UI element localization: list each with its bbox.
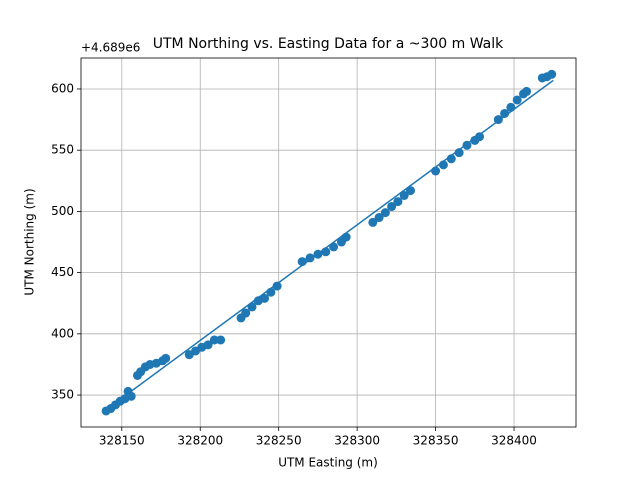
data-point bbox=[399, 190, 409, 200]
x-tick-label: 328300 bbox=[334, 434, 380, 448]
data-point bbox=[374, 213, 384, 223]
data-point bbox=[446, 154, 456, 164]
data-point bbox=[305, 253, 315, 263]
data-point bbox=[506, 102, 516, 112]
data-point bbox=[393, 197, 403, 207]
x-tick-label: 328150 bbox=[99, 434, 145, 448]
data-point bbox=[209, 335, 219, 345]
data-point bbox=[454, 148, 464, 158]
data-point bbox=[216, 335, 226, 345]
data-point bbox=[321, 247, 331, 257]
y-tick-label: 400 bbox=[51, 326, 74, 340]
y-axis-label: UTM Northing (m) bbox=[23, 188, 37, 295]
data-point bbox=[387, 202, 397, 212]
data-point bbox=[341, 232, 351, 242]
x-tick-label: 328200 bbox=[177, 434, 223, 448]
data-point bbox=[329, 242, 339, 252]
x-tick-label: 328250 bbox=[256, 434, 302, 448]
x-tick-label: 328400 bbox=[491, 434, 537, 448]
y-tick-label: 350 bbox=[51, 388, 74, 402]
y-tick-label: 600 bbox=[51, 81, 74, 95]
y-tick-label: 450 bbox=[51, 265, 74, 279]
data-point bbox=[475, 132, 485, 142]
data-point bbox=[297, 257, 307, 267]
data-point bbox=[241, 308, 251, 318]
data-point bbox=[512, 95, 522, 105]
data-point bbox=[380, 208, 390, 218]
data-point bbox=[493, 115, 503, 125]
x-axis-label: UTM Easting (m) bbox=[278, 456, 378, 470]
data-point bbox=[203, 340, 213, 350]
y-offset-text: +4.689e6 bbox=[81, 41, 140, 55]
data-point bbox=[126, 391, 136, 401]
y-tick-label: 500 bbox=[51, 204, 74, 218]
y-tick-label: 550 bbox=[51, 143, 74, 157]
data-point bbox=[247, 302, 257, 312]
data-point bbox=[260, 293, 270, 303]
data-point bbox=[431, 166, 441, 176]
data-point bbox=[272, 281, 282, 291]
plot-frame bbox=[80, 57, 577, 428]
data-point bbox=[313, 249, 323, 259]
data-point bbox=[547, 69, 557, 79]
data-point bbox=[522, 86, 532, 96]
data-point bbox=[500, 108, 510, 118]
data-point bbox=[438, 160, 448, 170]
data-point bbox=[368, 217, 378, 227]
data-point bbox=[161, 353, 171, 363]
data-point bbox=[266, 287, 276, 297]
data-point bbox=[462, 140, 472, 150]
x-tick-label: 328350 bbox=[413, 434, 459, 448]
data-point bbox=[405, 186, 415, 196]
chart-title: UTM Northing vs. Easting Data for a ~300… bbox=[153, 36, 504, 52]
